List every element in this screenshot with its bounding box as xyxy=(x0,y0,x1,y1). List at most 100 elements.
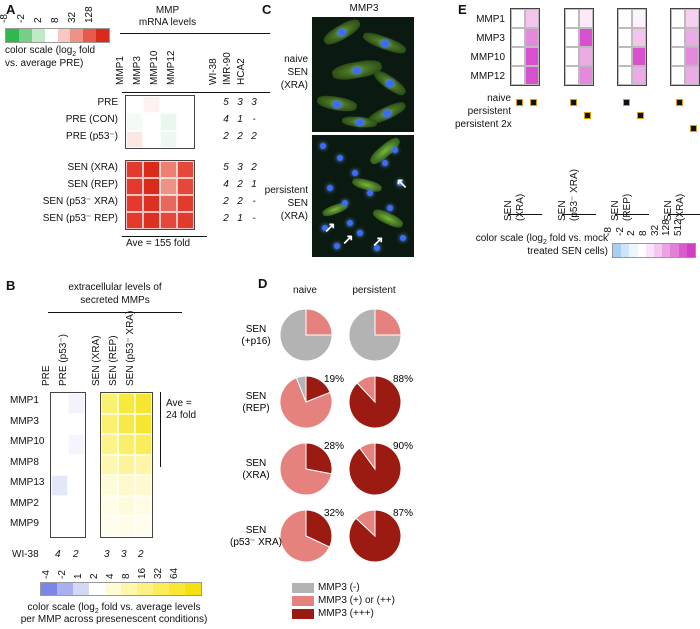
indicator-square xyxy=(570,99,577,106)
heatmap-cell xyxy=(525,28,539,47)
heatmap-cell xyxy=(565,47,579,66)
heatmap-cell xyxy=(118,413,135,435)
pie-slice xyxy=(279,442,333,496)
heatmap-cell xyxy=(135,454,152,476)
condition-label: naive xyxy=(487,93,511,104)
row-count: 2 xyxy=(223,213,229,224)
arrow-icon: ↗ xyxy=(342,231,354,247)
pie-chart xyxy=(348,442,402,496)
panel-a-ave-rule xyxy=(122,236,207,237)
row-count: 2 xyxy=(237,131,243,142)
cell-nucleus xyxy=(387,205,393,211)
row-count: 2 xyxy=(223,131,229,142)
panel-a-header-2: mRNA levels xyxy=(138,17,197,28)
panel-e-caption-2: treated SEN cells) xyxy=(527,246,608,257)
scale-tick-label: -8 xyxy=(602,227,614,236)
cell-line-label: WI-38 xyxy=(208,58,219,85)
heatmap-cell xyxy=(565,66,579,85)
heatmap-cell xyxy=(118,516,135,537)
group-label-rule xyxy=(508,214,542,215)
heatmap-cell xyxy=(618,28,632,47)
group-label-rule xyxy=(668,214,700,215)
pie-row-label-line: (XRA) xyxy=(242,470,269,481)
group-label-rule xyxy=(615,214,649,215)
row-count: - xyxy=(252,196,256,207)
heatmap-cell xyxy=(685,9,699,28)
cell-nucleus xyxy=(320,143,326,149)
scale-tick-label: 8 xyxy=(121,573,132,579)
row-label: SEN (p53⁻ REP) xyxy=(42,213,118,224)
group-heatmap xyxy=(564,8,594,86)
heatmap-cell xyxy=(632,9,646,28)
cell-nucleus xyxy=(322,225,328,231)
row-count: 3 xyxy=(237,162,243,173)
row-label: MMP8 xyxy=(10,456,39,468)
heatmap-cell xyxy=(135,393,152,414)
heatmap-cell xyxy=(685,66,699,85)
heatmap-cell xyxy=(135,495,152,517)
panel-c-label-top: naive xyxy=(284,54,308,65)
heatmap-cell xyxy=(118,454,135,476)
pie-chart xyxy=(279,509,333,563)
panel-b-title: extracellular levels of xyxy=(68,282,162,293)
cell-nucleus xyxy=(386,80,394,87)
row-label: MMP3 xyxy=(10,415,39,427)
scale-tick-label: 128 xyxy=(661,219,673,236)
row-count: 2 xyxy=(237,196,243,207)
scale-tick-label: 32 xyxy=(67,11,79,23)
cell-nucleus xyxy=(347,220,353,226)
heatmap-cell xyxy=(101,516,118,537)
pie-row-label-line: (REP) xyxy=(242,403,269,414)
wi38-count: 4 xyxy=(55,549,61,560)
heatmap-cell xyxy=(68,454,85,476)
pie-slice xyxy=(355,509,376,538)
panel-a-scale-caption-2: vs. average PRE) xyxy=(5,58,84,69)
cell-nucleus xyxy=(380,40,389,47)
panel-letter-d: D xyxy=(258,276,268,291)
row-label: SEN (XRA) xyxy=(67,162,118,173)
cell-nucleus xyxy=(382,160,388,166)
heatmap-cell xyxy=(177,178,194,195)
cell-nucleus xyxy=(392,147,398,153)
pie-row-label: SEN (+p16) xyxy=(241,324,270,347)
cell-nucleus xyxy=(338,29,346,36)
scale-tick-label: 8 xyxy=(50,17,62,23)
heatmap-cell xyxy=(126,161,143,178)
heatmap-cell xyxy=(511,9,525,28)
heatmap-cell xyxy=(160,113,177,131)
scale-swatch xyxy=(105,583,121,595)
row-label: MMP1 xyxy=(10,395,39,406)
heatmap-cell xyxy=(160,161,177,178)
cell-nucleus xyxy=(397,180,403,186)
cell-nucleus xyxy=(352,170,358,176)
heatmap-cell xyxy=(632,47,646,66)
heatmap-cell xyxy=(118,393,135,414)
panel-d-col-naive: naive xyxy=(293,285,317,296)
scale-swatch xyxy=(654,244,663,257)
panel-d-col-persistent: persistent xyxy=(352,285,396,296)
scale-swatch xyxy=(153,583,169,595)
panel-b-ave-label: Ave = xyxy=(166,398,192,409)
scale-swatch xyxy=(57,583,73,595)
cell-line-label: IMR-90 xyxy=(222,52,233,85)
heatmap-cell xyxy=(51,475,68,496)
indicator-square xyxy=(690,125,697,132)
heatmap-cell xyxy=(135,475,152,496)
heatmap-cell xyxy=(68,516,85,537)
heatmap-cell xyxy=(177,96,194,114)
heatmap-cell xyxy=(511,66,525,85)
row-count: 5 xyxy=(223,162,229,173)
heatmap-cell xyxy=(671,47,685,66)
group-label: SEN xyxy=(503,200,514,221)
heatmap-cell xyxy=(565,28,579,47)
heatmap-cell xyxy=(525,9,539,28)
heatmap-cell xyxy=(671,66,685,85)
scale-swatch xyxy=(18,29,32,42)
heatmap-cell xyxy=(126,178,143,195)
heatmap-cell xyxy=(126,96,143,114)
pie-percent-label: 88% xyxy=(393,374,413,385)
panel-c-label-top-2: SEN xyxy=(287,67,308,78)
group-label: SEN xyxy=(557,200,568,221)
pie-chart xyxy=(279,308,333,362)
scale-tick-label: -2 xyxy=(15,14,27,23)
